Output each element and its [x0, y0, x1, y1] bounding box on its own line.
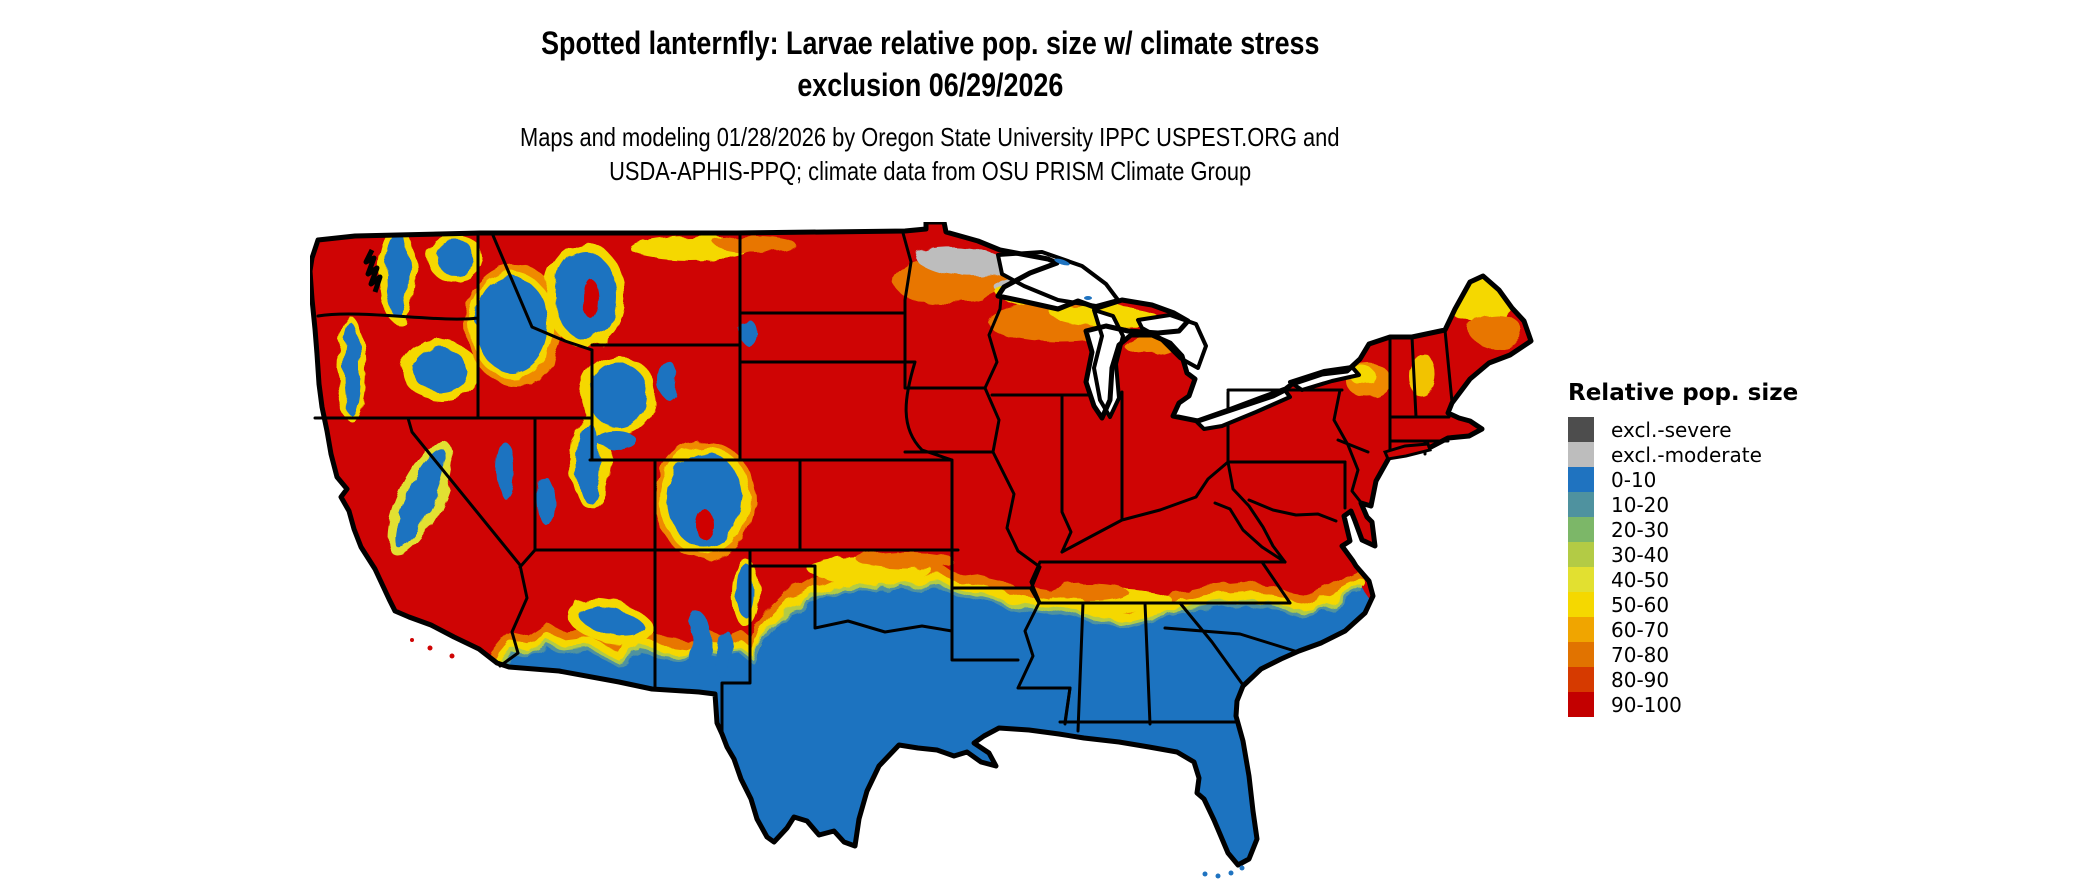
map-subtitle-line1: Maps and modeling 01/28/2026 by Oregon S…	[520, 122, 1340, 152]
legend-swatch	[1568, 492, 1594, 517]
legend-item: 0-10	[1568, 467, 1798, 492]
legend-item: excl.-severe	[1568, 417, 1798, 442]
legend-label: 80-90	[1611, 667, 1670, 692]
legend-label: 60-70	[1611, 617, 1670, 642]
legend-item: 60-70	[1568, 617, 1798, 642]
lake-michigan	[1092, 308, 1125, 419]
map-subtitle-line2: USDA-APHIS-PPQ; climate data from OSU PR…	[608, 156, 1252, 186]
puget-sound	[363, 248, 383, 293]
legend-item: 90-100	[1568, 692, 1798, 717]
channel-islands	[410, 638, 455, 659]
legend-swatch	[1568, 692, 1594, 717]
legend-swatch	[1568, 417, 1594, 442]
band-mottle-texas2	[857, 551, 953, 569]
legend-swatch	[1568, 567, 1594, 592]
legend-swatch	[1568, 617, 1594, 642]
map-title: Spotted lanternfly: Larvae relative pop.…	[310, 22, 1550, 106]
legend-title: Relative pop. size	[1568, 380, 1799, 406]
legend-label: 50-60	[1611, 592, 1670, 617]
legend-item: 40-50	[1568, 567, 1798, 592]
legend-label: 30-40	[1611, 542, 1670, 567]
legend-swatch	[1568, 592, 1594, 617]
legend-label: 70-80	[1611, 642, 1670, 667]
us-map-svg	[310, 222, 1550, 879]
band-mottle-gulf2	[1048, 583, 1128, 601]
legend-item: 30-40	[1568, 542, 1798, 567]
legend-swatch	[1568, 642, 1594, 667]
legend-swatch	[1568, 517, 1594, 542]
legend-swatch	[1568, 542, 1594, 567]
legend-item: 70-80	[1568, 642, 1798, 667]
legend-label: 10-20	[1611, 492, 1670, 517]
legend-label: 0-10	[1611, 467, 1657, 492]
legend-item: 10-20	[1568, 492, 1798, 517]
legend: Relative pop. size excl.-severe excl.-mod…	[1568, 380, 1798, 717]
legend-items: excl.-severe excl.-moderate 0-10 10-20 20-30…	[1568, 417, 1798, 717]
legend-item: 50-60	[1568, 592, 1798, 617]
legend-swatch	[1568, 667, 1594, 692]
map-color-layers	[310, 222, 1531, 865]
map-title-line2: exclusion 06/29/2026	[797, 67, 1063, 103]
map-subtitle: Maps and modeling 01/28/2026 by Oregon S…	[310, 120, 1550, 188]
legend-swatch	[1568, 442, 1594, 467]
region-west-mottle	[337, 227, 795, 681]
legend-label: excl.-moderate	[1611, 442, 1762, 467]
florida-keys	[1202, 865, 1245, 879]
map-title-line1: Spotted lanternfly: Larvae relative pop.…	[540, 25, 1320, 61]
long-island	[1382, 442, 1432, 461]
legend-item: 80-90	[1568, 667, 1798, 692]
legend-label: excl.-severe	[1611, 417, 1732, 442]
legend-label: 20-30	[1611, 517, 1670, 542]
legend-item: 20-30	[1568, 517, 1798, 542]
legend-label: 40-50	[1611, 567, 1670, 592]
legend-label: 90-100	[1611, 692, 1682, 717]
us-map	[310, 222, 1550, 892]
legend-item: excl.-moderate	[1568, 442, 1798, 467]
isle-royale	[1054, 258, 1092, 300]
legend-swatch	[1568, 467, 1594, 492]
